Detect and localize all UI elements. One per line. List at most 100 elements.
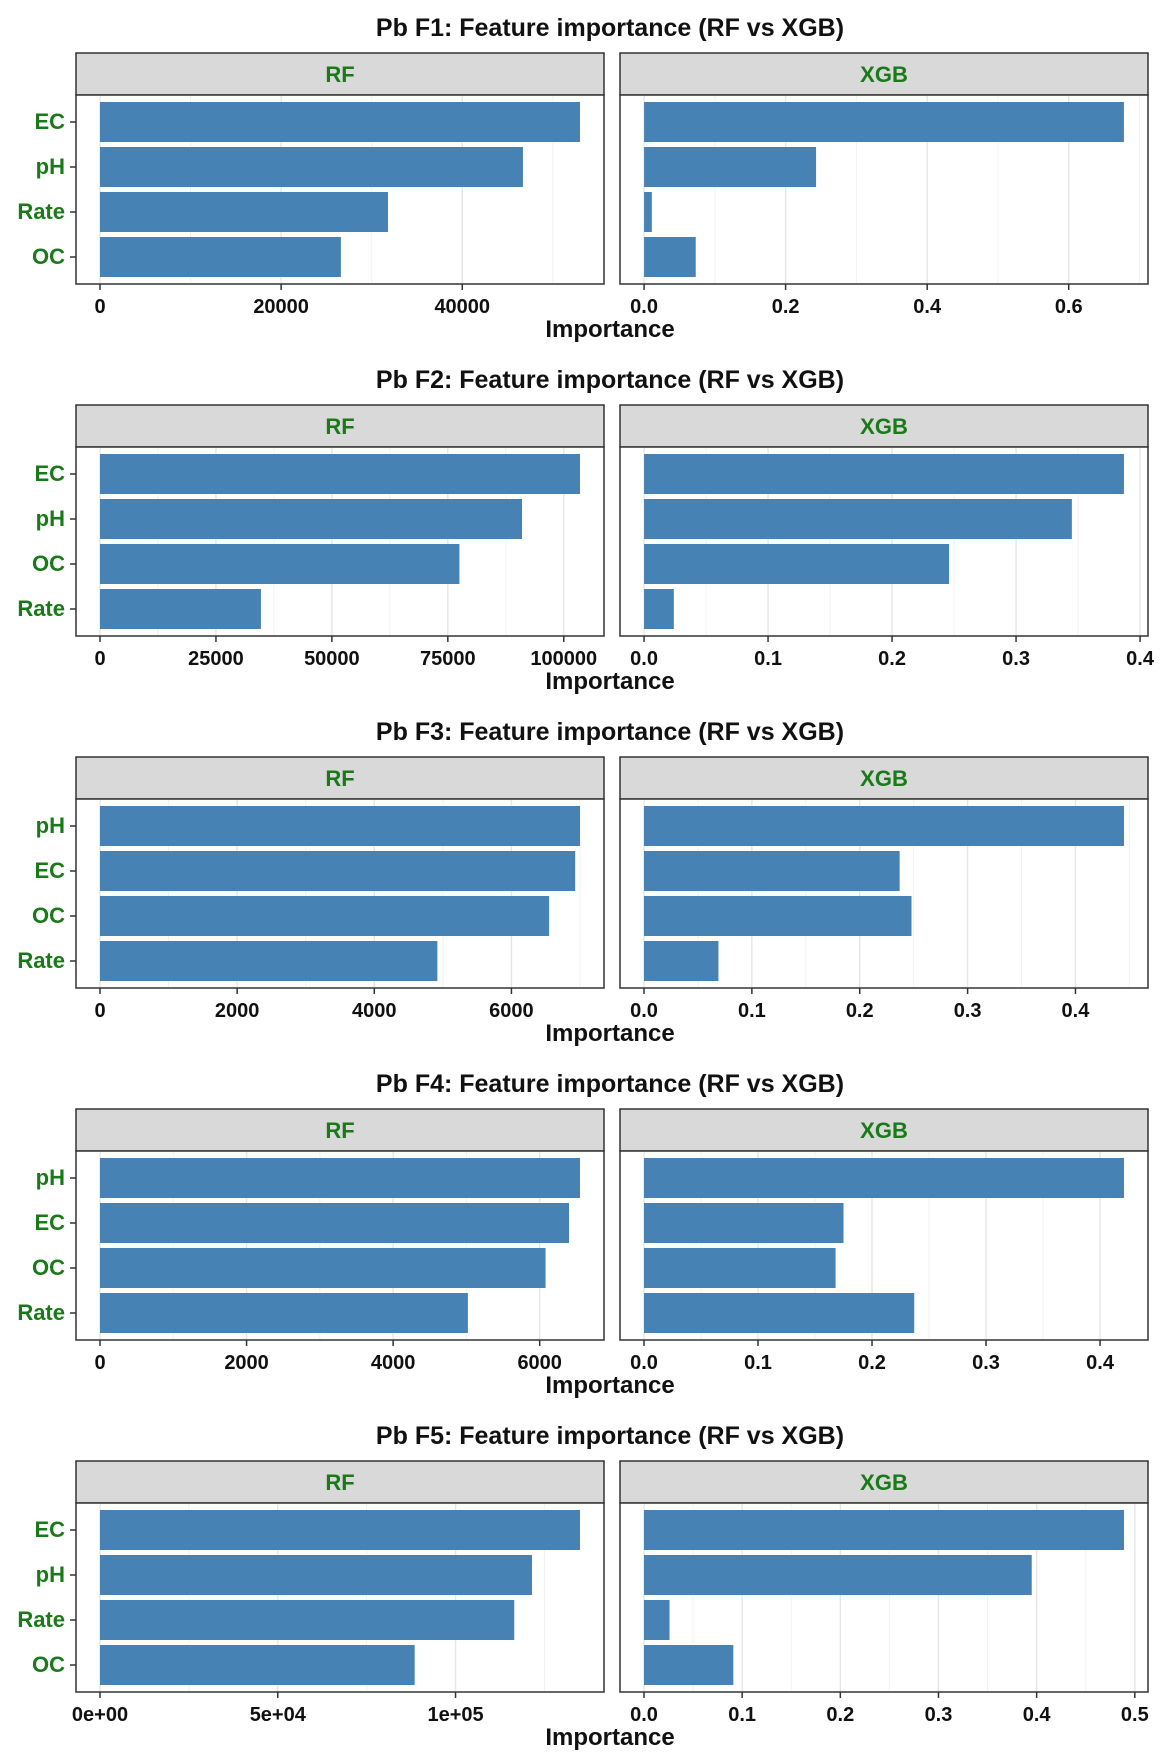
panel-xgb: XGB 0.0 0.1 0.2 0.3 0.4 bbox=[619, 404, 1155, 670]
chart-2: Pb F2: Feature importance (RF vs XGB) RF E… bbox=[17, 366, 1155, 695]
bar-xgb-oc bbox=[644, 1248, 836, 1288]
bar-rf-ph bbox=[100, 499, 523, 539]
facet-strip bbox=[75, 1108, 605, 1152]
x-tick-label: 6000 bbox=[517, 1352, 562, 1374]
chart-1: Pb F1: Feature importance (RF vs XGB) RF E… bbox=[17, 14, 1149, 343]
chart-title: Pb F4: Feature importance (RF vs XGB) bbox=[376, 1070, 844, 1098]
category-label: OC bbox=[32, 244, 65, 269]
bar-rf-ec bbox=[100, 851, 576, 891]
x-tick-label: 2000 bbox=[215, 1000, 260, 1022]
chart-5: Pb F5: Feature importance (RF vs XGB) RF E… bbox=[17, 1422, 1149, 1751]
x-tick-label: 0.3 bbox=[925, 1704, 953, 1726]
facet-strip-label: XGB bbox=[860, 766, 908, 791]
bar-xgb-oc bbox=[644, 1645, 734, 1685]
x-tick-label: 4000 bbox=[371, 1352, 416, 1374]
panel-rf: RF EC pH Rate OC 0e+00 5e+04 1e+05 bbox=[17, 1460, 605, 1726]
panel-rf: RF pH EC OC Rate 0 2000 4000 6000 bbox=[17, 756, 605, 1022]
facet-strip bbox=[619, 1460, 1149, 1504]
facet-strip bbox=[75, 756, 605, 800]
facet-strip-label: XGB bbox=[860, 1118, 908, 1143]
chart-3: Pb F3: Feature importance (RF vs XGB) RF p… bbox=[17, 718, 1149, 1047]
x-tick-label: 40000 bbox=[434, 296, 490, 318]
x-tick-label: 1e+05 bbox=[427, 1704, 483, 1726]
x-tick-label: 0.6 bbox=[1055, 296, 1083, 318]
facet-strip bbox=[619, 404, 1149, 448]
x-tick-label: 0.3 bbox=[972, 1352, 1000, 1374]
bar-rf-oc bbox=[100, 896, 550, 936]
bar-xgb-oc bbox=[644, 896, 912, 936]
x-axis-title: Importance bbox=[545, 1372, 674, 1399]
category-label: Rate bbox=[17, 596, 65, 621]
x-tick-label: 0.1 bbox=[754, 648, 782, 670]
panel-xgb: XGB 0.0 0.1 0.2 0.3 0.4 bbox=[619, 756, 1149, 1022]
category-label: pH bbox=[36, 1165, 65, 1190]
x-tick-label: 0e+00 bbox=[72, 1704, 128, 1726]
panel-rf: RF EC pH Rate OC 0 20000 40000 bbox=[17, 52, 605, 318]
facet-strip-label: RF bbox=[325, 62, 354, 87]
x-tick-label: 4000 bbox=[352, 1000, 397, 1022]
x-tick-label: 0.4 bbox=[1023, 1704, 1052, 1726]
x-tick-label: 0 bbox=[94, 1352, 105, 1374]
facet-strip-label: XGB bbox=[860, 1470, 908, 1495]
bar-xgb-ec bbox=[644, 454, 1124, 494]
x-tick-label: 6000 bbox=[489, 1000, 534, 1022]
x-axis-title: Importance bbox=[545, 1724, 674, 1751]
x-tick-label: 0.2 bbox=[878, 648, 906, 670]
x-tick-label: 0.0 bbox=[630, 1352, 658, 1374]
bar-xgb-ph bbox=[644, 499, 1072, 539]
panel-xgb: XGB 0.0 0.1 0.2 0.3 0.4 bbox=[619, 1108, 1149, 1374]
x-tick-label: 0 bbox=[94, 296, 105, 318]
category-label: Rate bbox=[17, 1300, 65, 1325]
category-label: Rate bbox=[17, 948, 65, 973]
bar-xgb-rate bbox=[644, 192, 652, 232]
x-tick-label: 0 bbox=[94, 1000, 105, 1022]
category-label: EC bbox=[34, 858, 65, 883]
x-tick-label: 0.4 bbox=[1086, 1352, 1115, 1374]
category-label: EC bbox=[34, 1517, 65, 1542]
x-tick-label: 0.5 bbox=[1121, 1704, 1149, 1726]
bar-rf-oc bbox=[100, 1645, 415, 1685]
x-tick-label: 0.2 bbox=[846, 1000, 874, 1022]
bar-rf-oc bbox=[100, 1248, 546, 1288]
category-label: EC bbox=[34, 1210, 65, 1235]
facet-strip-label: XGB bbox=[860, 414, 908, 439]
category-label: pH bbox=[36, 154, 65, 179]
x-tick-label: 0.1 bbox=[744, 1352, 772, 1374]
bar-xgb-ph bbox=[644, 1158, 1124, 1198]
category-label: OC bbox=[32, 551, 65, 576]
x-tick-label: 0.1 bbox=[738, 1000, 766, 1022]
category-label: OC bbox=[32, 1652, 65, 1677]
bar-rf-ec bbox=[100, 102, 580, 142]
x-tick-label: 75000 bbox=[420, 648, 476, 670]
x-axis-title: Importance bbox=[545, 316, 674, 343]
facet-strip-label: RF bbox=[325, 1470, 354, 1495]
x-tick-label: 0.0 bbox=[630, 648, 658, 670]
bar-xgb-oc bbox=[644, 544, 950, 584]
bar-rf-rate bbox=[100, 1600, 515, 1640]
x-tick-label: 2000 bbox=[224, 1352, 269, 1374]
x-tick-label: 0.2 bbox=[826, 1704, 854, 1726]
facet-strip-label: RF bbox=[325, 766, 354, 791]
x-tick-label: 100000 bbox=[530, 648, 597, 670]
x-tick-label: 0.2 bbox=[772, 296, 800, 318]
x-tick-label: 0 bbox=[94, 648, 105, 670]
x-tick-label: 0.3 bbox=[1002, 648, 1030, 670]
chart-title: Pb F5: Feature importance (RF vs XGB) bbox=[376, 1422, 844, 1450]
bar-xgb-ph bbox=[644, 1555, 1032, 1595]
category-label: OC bbox=[32, 903, 65, 928]
chart-title: Pb F3: Feature importance (RF vs XGB) bbox=[376, 718, 844, 746]
bar-rf-ec bbox=[100, 1203, 570, 1243]
facet-strip-label: RF bbox=[325, 1118, 354, 1143]
bar-xgb-ec bbox=[644, 102, 1124, 142]
panel-xgb: XGB 0.0 0.2 0.4 0.6 bbox=[619, 52, 1149, 318]
bar-rf-rate bbox=[100, 1293, 468, 1333]
bar-rf-ph bbox=[100, 147, 523, 187]
bar-xgb-oc bbox=[644, 237, 696, 277]
x-tick-label: 20000 bbox=[253, 296, 309, 318]
x-tick-label: 0.4 bbox=[1062, 1000, 1091, 1022]
bar-rf-ec bbox=[100, 454, 580, 494]
bar-xgb-ph bbox=[644, 147, 817, 187]
x-tick-label: 0.0 bbox=[630, 1000, 658, 1022]
category-label: pH bbox=[36, 813, 65, 838]
category-label: Rate bbox=[17, 1607, 65, 1632]
